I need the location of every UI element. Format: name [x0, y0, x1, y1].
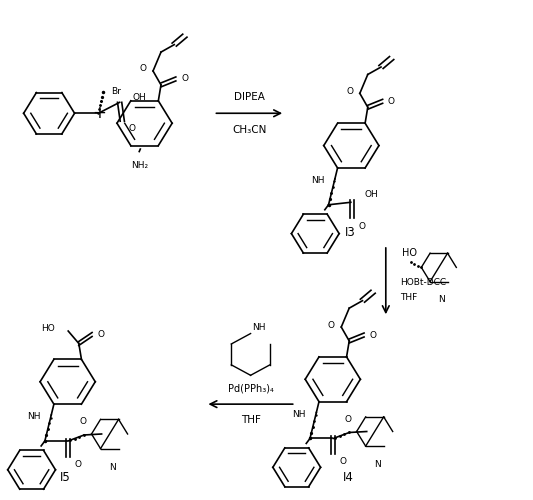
Text: N: N: [109, 463, 116, 472]
Text: O: O: [346, 87, 353, 96]
Text: O: O: [140, 64, 147, 74]
Text: OH: OH: [133, 93, 147, 102]
Text: O: O: [79, 417, 86, 426]
Text: O: O: [181, 74, 188, 84]
Text: N: N: [374, 460, 381, 469]
Text: NH: NH: [292, 410, 306, 418]
Text: HO: HO: [402, 248, 417, 258]
Text: O: O: [345, 414, 352, 424]
Text: O: O: [340, 458, 346, 466]
Text: OH: OH: [364, 190, 378, 200]
Text: Br: Br: [111, 87, 121, 96]
Text: +: +: [93, 104, 107, 122]
Text: NH: NH: [311, 176, 324, 185]
Text: NH: NH: [27, 412, 41, 421]
Text: NH: NH: [252, 322, 265, 332]
Text: O: O: [128, 124, 135, 132]
Text: DIPEA: DIPEA: [234, 92, 265, 102]
Text: N: N: [438, 295, 445, 304]
Text: O: O: [358, 222, 365, 231]
Text: THF: THF: [400, 292, 417, 302]
Text: O: O: [369, 330, 376, 340]
Text: CH₃CN: CH₃CN: [232, 124, 266, 134]
Text: I4: I4: [343, 471, 354, 484]
Text: O: O: [388, 97, 395, 106]
Text: O: O: [328, 320, 335, 330]
Text: I3: I3: [345, 226, 356, 239]
Text: O: O: [75, 460, 82, 469]
Text: Pd(PPh₃)₄: Pd(PPh₃)₄: [228, 383, 273, 393]
Text: THF: THF: [241, 415, 261, 425]
Text: HO: HO: [41, 324, 55, 333]
Text: HOBt-DCC: HOBt-DCC: [400, 278, 446, 287]
Text: O: O: [98, 330, 104, 339]
Text: I5: I5: [60, 471, 70, 484]
Text: NH₂: NH₂: [131, 160, 148, 170]
